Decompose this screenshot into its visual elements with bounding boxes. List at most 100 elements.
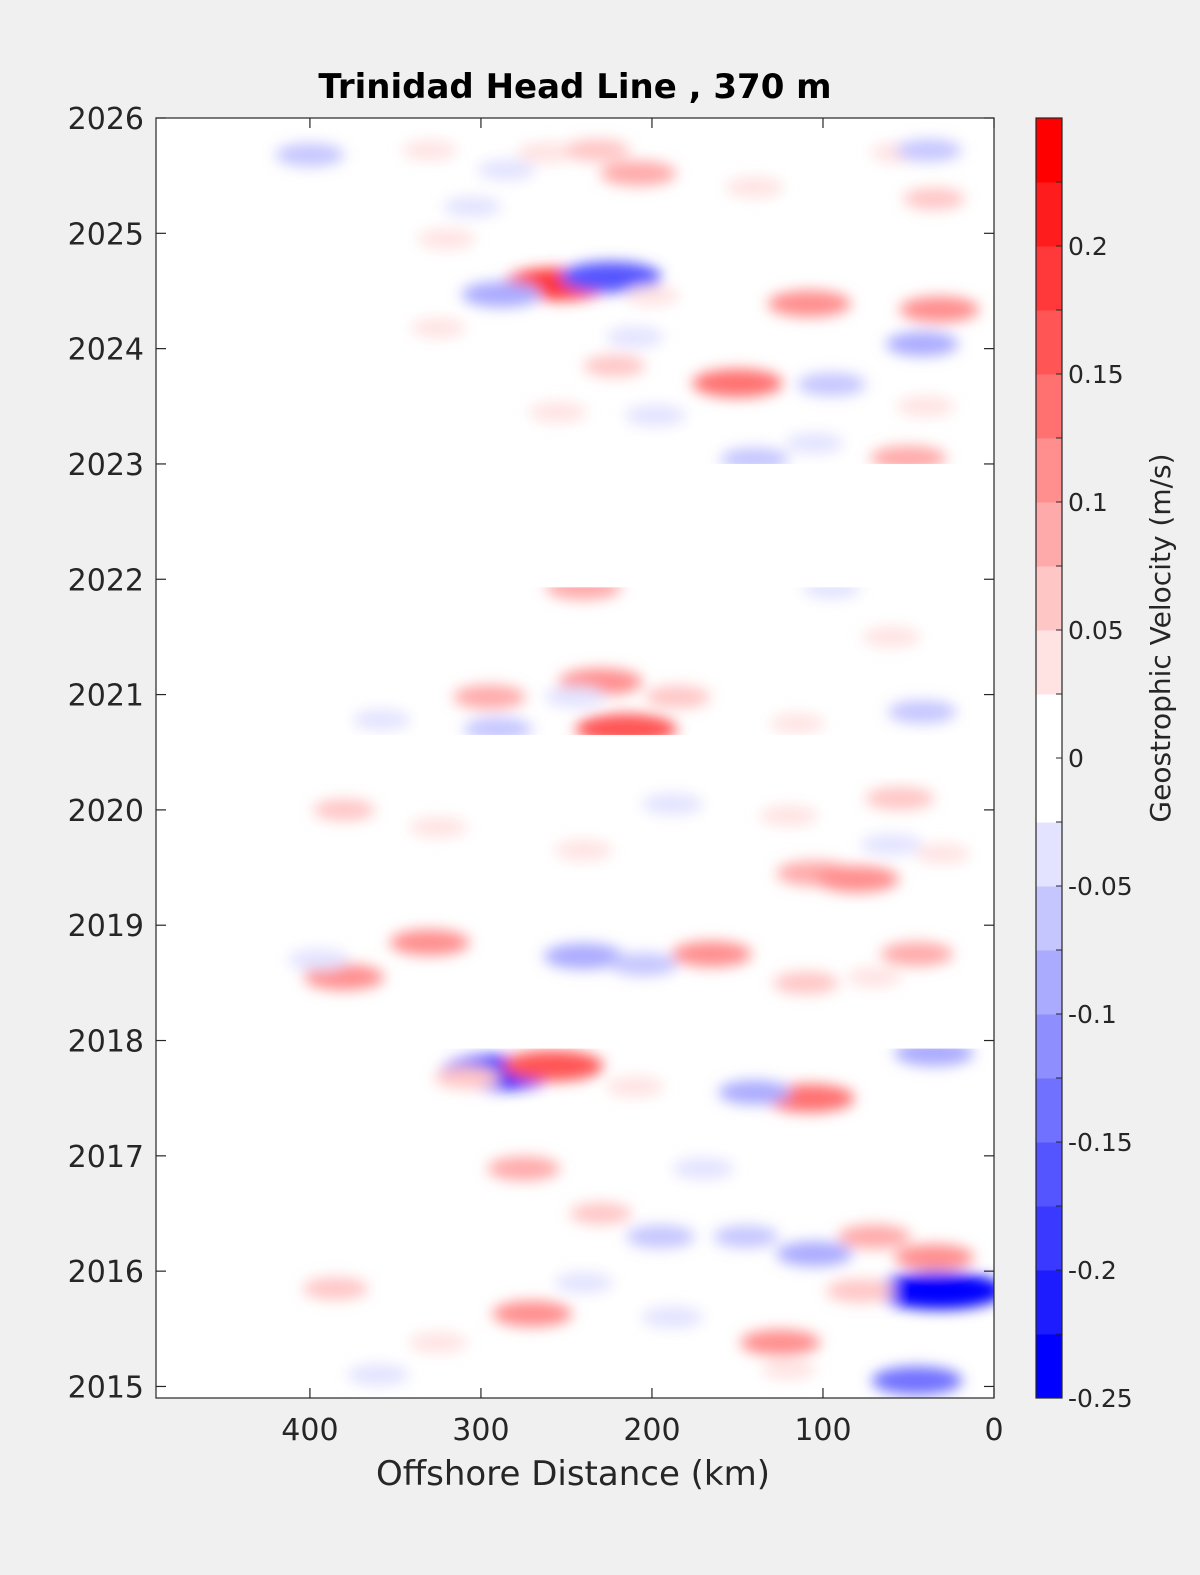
data-gap: [156, 1010, 994, 1049]
velocity-feature: [641, 1306, 704, 1329]
x-axis-label: Offshore Distance (km): [376, 1454, 770, 1494]
colorbar-tick-label: 0.05: [1068, 616, 1124, 645]
colorbar-tick-label: 0.1: [1068, 488, 1108, 517]
y-tick-label: 2016: [68, 1255, 144, 1290]
velocity-feature: [644, 685, 711, 709]
x-tick-label: 0: [984, 1413, 1003, 1448]
velocity-feature: [487, 1156, 561, 1181]
velocity-feature: [815, 865, 899, 893]
velocity-feature: [624, 404, 687, 427]
velocity-feature: [740, 1329, 821, 1356]
y-tick-label: 2015: [68, 1370, 144, 1405]
colorbar-segment: [1036, 246, 1062, 311]
colorbar-segment: [1036, 630, 1062, 695]
y-tick-label: 2025: [68, 217, 144, 252]
velocity-feature: [347, 1363, 410, 1386]
y-tick-label: 2019: [68, 909, 144, 944]
colorbar-tick-label: -0.05: [1068, 872, 1133, 901]
velocity-feature: [543, 943, 624, 970]
velocity-feature: [837, 1224, 911, 1249]
x-tick-label: 300: [452, 1413, 509, 1448]
x-tick-label: 400: [281, 1413, 338, 1448]
velocity-feature: [583, 354, 646, 377]
y-tick-label: 2023: [68, 448, 144, 483]
velocity-feature: [461, 281, 542, 308]
data-gap: [156, 463, 994, 588]
colorbar-segment: [1036, 502, 1062, 567]
colorbar-segment: [1036, 1014, 1062, 1079]
x-tick-label: 200: [623, 1413, 680, 1448]
colorbar-tick-label: -0.25: [1068, 1384, 1133, 1413]
chart-title: Trinidad Head Line , 370 m: [318, 67, 831, 107]
velocity-feature: [865, 786, 935, 811]
velocity-feature: [826, 1279, 896, 1303]
colorbar-segment: [1036, 438, 1062, 503]
colorbar-segment: [1036, 182, 1062, 247]
velocity-feature: [605, 326, 665, 348]
colorbar-segment: [1036, 950, 1062, 1015]
velocity-feature: [492, 1300, 573, 1327]
velocity-feature: [725, 176, 784, 198]
velocity-feature: [389, 929, 470, 956]
data-gap: [156, 734, 994, 778]
velocity-feature: [302, 1277, 369, 1300]
velocity-feature: [894, 1244, 975, 1271]
velocity-feature: [554, 839, 613, 861]
velocity-field: [156, 138, 994, 1395]
y-tick-label: 2022: [68, 563, 144, 598]
velocity-feature: [885, 331, 959, 357]
velocity-feature: [871, 1366, 963, 1395]
y-tick-label: 2026: [68, 102, 144, 137]
velocity-feature: [796, 372, 867, 397]
velocity-feature: [560, 261, 662, 293]
velocity-feature: [899, 296, 980, 323]
colorbar-segment: [1036, 118, 1062, 183]
velocity-feature: [846, 966, 902, 988]
velocity-feature: [352, 709, 411, 731]
velocity-feature: [477, 159, 536, 181]
x-tick-label: 100: [794, 1413, 851, 1448]
velocity-feature: [692, 369, 783, 398]
colorbar-segment: [1036, 758, 1062, 823]
colorbar-segment: [1036, 822, 1062, 887]
velocity-feature: [625, 1224, 696, 1249]
velocity-feature: [287, 948, 350, 971]
velocity-feature: [773, 971, 839, 995]
velocity-feature: [516, 142, 576, 164]
y-tick-label: 2018: [68, 1025, 144, 1060]
colorbar-tick-label: -0.15: [1068, 1128, 1133, 1157]
y-axis: 2026 2025 2024 2023 2022 2021 2020 2019 2018 2017…: [68, 102, 994, 1405]
colorbar-label: Geostrophic Velocity (m/s): [1144, 453, 1177, 822]
velocity-feature: [402, 140, 457, 161]
velocity-feature: [624, 285, 680, 306]
velocity-feature: [896, 395, 955, 417]
y-tick-label: 2020: [68, 794, 144, 829]
y-tick-label: 2017: [68, 1140, 144, 1175]
velocity-feature: [528, 401, 588, 423]
colorbar-tick-label: 0: [1068, 744, 1084, 773]
colorbar-tick-label: 0.15: [1068, 360, 1124, 389]
velocity-feature: [718, 1080, 791, 1105]
velocity-feature: [443, 196, 502, 218]
velocity-feature: [671, 941, 752, 967]
velocity-feature: [785, 432, 844, 454]
velocity-feature: [874, 1272, 994, 1310]
velocity-feature: [896, 138, 962, 162]
velocity-feature: [410, 317, 466, 339]
colorbar-tick-label: 0.2: [1068, 232, 1108, 261]
velocity-feature: [554, 1272, 613, 1294]
colorbar-segment: [1036, 1206, 1062, 1271]
velocity-feature: [569, 1202, 632, 1225]
velocity-feature: [502, 1050, 604, 1082]
velocity-feature: [776, 1241, 853, 1267]
velocity-feature: [608, 952, 679, 977]
velocity-feature: [605, 1076, 665, 1098]
velocity-feature: [313, 798, 376, 821]
velocity-feature: [564, 138, 630, 162]
colorbar-segment: [1036, 694, 1062, 759]
velocity-feature: [767, 290, 852, 318]
colorbar-tick-label: -0.2: [1068, 1256, 1117, 1285]
velocity-feature: [275, 143, 345, 167]
colorbar-segment: [1036, 310, 1062, 375]
